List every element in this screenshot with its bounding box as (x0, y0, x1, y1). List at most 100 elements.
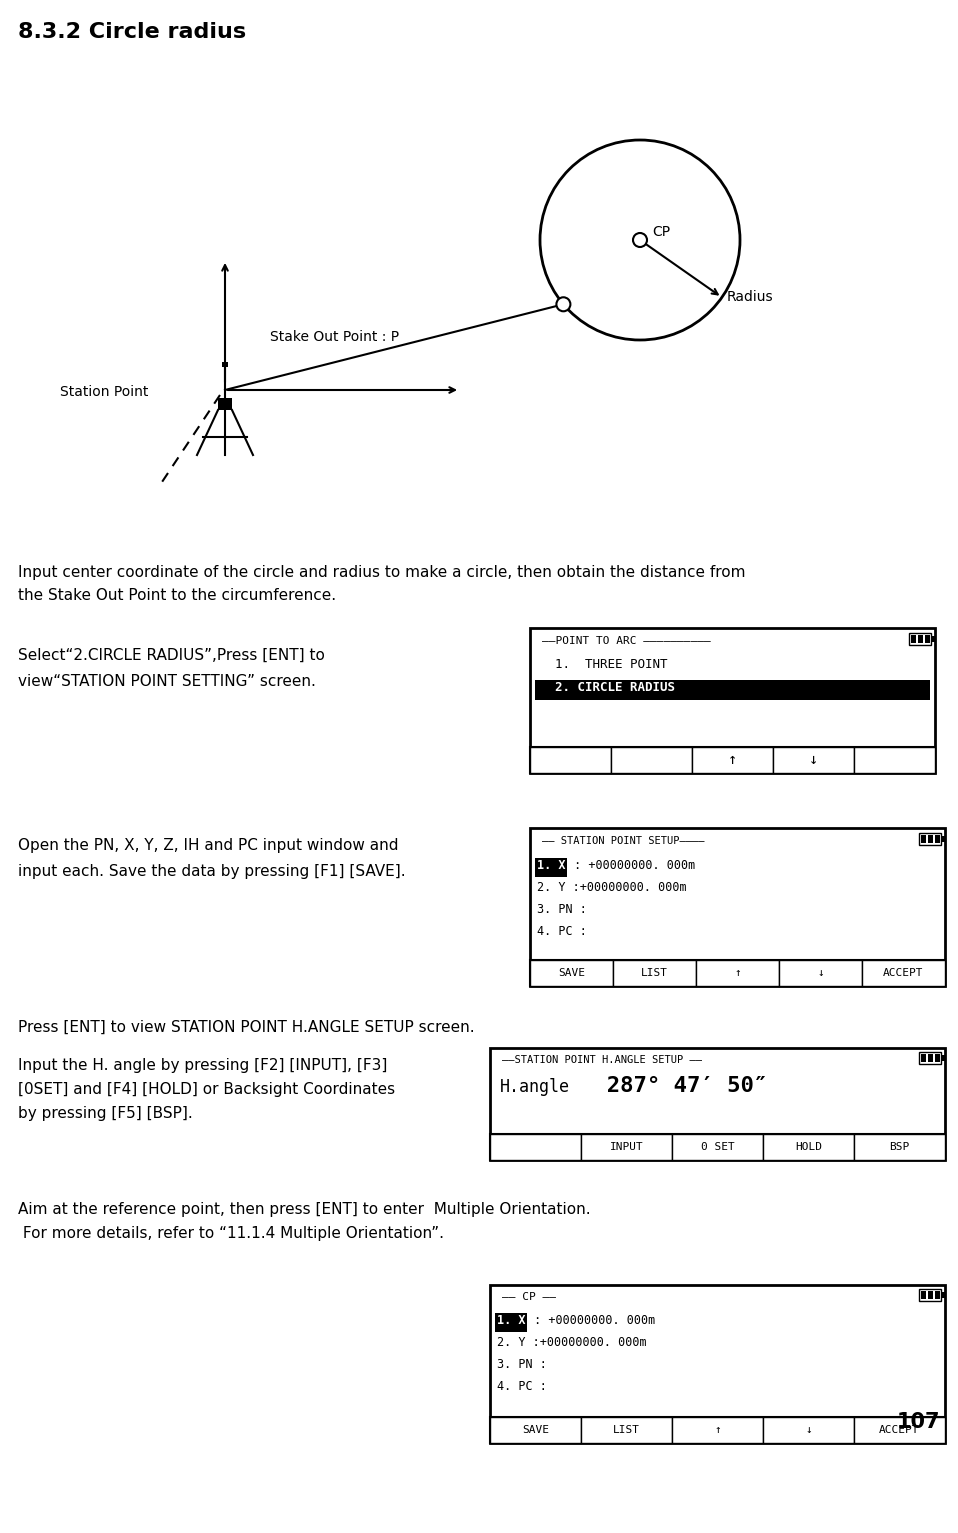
Text: HOLD: HOLD (795, 1142, 822, 1151)
Text: Select“2.CIRCLE RADIUS”,Press [ENT] to: Select“2.CIRCLE RADIUS”,Press [ENT] to (18, 648, 325, 662)
Bar (941, 835, 945, 842)
Text: 1.  THREE POINT: 1. THREE POINT (540, 658, 668, 671)
Bar (854, 747, 935, 773)
Text: by pressing [F5] [BSP].: by pressing [F5] [BSP]. (18, 1105, 193, 1121)
Text: ↓: ↓ (809, 753, 818, 768)
Bar (672, 1134, 763, 1160)
Bar (921, 1055, 926, 1062)
Text: Aim at the reference point, then press [ENT] to enter  Multiple Orientation.: Aim at the reference point, then press [… (18, 1202, 591, 1217)
Text: LIST: LIST (641, 967, 668, 978)
Text: ↓: ↓ (805, 1426, 811, 1435)
Text: 4. PC :: 4. PC : (497, 1380, 547, 1393)
Bar (490, 1285, 945, 1443)
Text: [0SET] and [F4] [HOLD] or Backsight Coordinates: [0SET] and [F4] [HOLD] or Backsight Coor… (18, 1082, 395, 1098)
Bar (490, 1416, 945, 1443)
Text: 107: 107 (897, 1412, 940, 1432)
Bar (911, 635, 916, 642)
Text: ——POINT TO ARC ——————————: ——POINT TO ARC —————————— (542, 636, 711, 645)
Text: 2. Y :+00000000. 000m: 2. Y :+00000000. 000m (537, 881, 687, 894)
Text: LIST: LIST (613, 1426, 640, 1435)
Text: ↑: ↑ (728, 753, 737, 768)
Text: Press [ENT] to view STATION POINT H.ANGLE SETUP screen.: Press [ENT] to view STATION POINT H.ANGL… (18, 1019, 474, 1035)
Text: input each. Save the data by pressing [F1] [SAVE].: input each. Save the data by pressing [F… (18, 865, 405, 878)
Bar (530, 828, 945, 986)
Text: 0 SET: 0 SET (700, 1142, 735, 1151)
Bar (928, 1291, 933, 1298)
Text: —— CP ——: —— CP —— (502, 1292, 556, 1302)
Bar (490, 1416, 581, 1443)
Bar (935, 835, 940, 843)
Bar (611, 747, 692, 773)
Bar (918, 635, 923, 642)
Bar (763, 1416, 854, 1443)
Bar (921, 1291, 926, 1298)
Text: 4. PC :: 4. PC : (537, 924, 587, 938)
Bar (530, 747, 935, 773)
Bar (581, 1134, 672, 1160)
Bar (773, 747, 854, 773)
Text: 2. Y :+00000000. 000m: 2. Y :+00000000. 000m (497, 1335, 647, 1349)
Text: Input center coordinate of the circle and radius to make a circle, then obtain t: Input center coordinate of the circle an… (18, 566, 745, 604)
Text: Open the PN, X, Y, Z, IH and PC input window and: Open the PN, X, Y, Z, IH and PC input wi… (18, 839, 399, 852)
Text: view“STATION POINT SETTING” screen.: view“STATION POINT SETTING” screen. (18, 675, 316, 688)
Text: INPUT: INPUT (609, 1142, 644, 1151)
Text: H.angle: H.angle (500, 1078, 570, 1096)
Bar (692, 747, 773, 773)
Text: Radius: Radius (727, 290, 773, 305)
Bar (854, 1416, 945, 1443)
Text: CP: CP (652, 225, 671, 239)
Bar (613, 960, 696, 986)
Bar (763, 1134, 854, 1160)
Bar (495, 1312, 527, 1332)
Text: SAVE: SAVE (522, 1426, 549, 1435)
Bar (222, 362, 228, 366)
Bar (928, 1055, 933, 1062)
Text: BSP: BSP (889, 1142, 910, 1151)
Circle shape (633, 233, 647, 247)
Bar (935, 1055, 940, 1062)
Bar (919, 1289, 941, 1302)
Bar (530, 960, 945, 986)
Bar (935, 1291, 940, 1298)
Bar (672, 1416, 763, 1443)
Bar (696, 960, 779, 986)
Text: 2. CIRCLE RADIUS: 2. CIRCLE RADIUS (540, 681, 675, 694)
Text: ↑: ↑ (734, 967, 741, 978)
Bar (218, 399, 232, 409)
Bar (909, 633, 931, 645)
Text: ——STATION POINT H.ANGLE SETUP ——: ——STATION POINT H.ANGLE SETUP —— (502, 1055, 702, 1065)
Bar (941, 1055, 945, 1061)
Bar (490, 1134, 581, 1160)
Text: Stake Out Point : P: Stake Out Point : P (270, 330, 399, 343)
Bar (535, 858, 567, 877)
Text: ↑: ↑ (714, 1426, 720, 1435)
Bar (490, 1134, 945, 1160)
Bar (941, 1292, 945, 1298)
Text: 3. PN :: 3. PN : (497, 1358, 547, 1371)
Bar (581, 1416, 672, 1443)
Text: Input the H. angle by pressing [F2] [INPUT], [F3]: Input the H. angle by pressing [F2] [INP… (18, 1058, 387, 1073)
Text: For more details, refer to “11.1.4 Multiple Orientation”.: For more details, refer to “11.1.4 Multi… (18, 1226, 444, 1242)
Text: SAVE: SAVE (558, 967, 585, 978)
Bar (931, 636, 935, 642)
Text: 8.3.2 Circle radius: 8.3.2 Circle radius (18, 21, 246, 41)
Bar (928, 835, 933, 843)
Bar (530, 629, 935, 773)
Text: Station Point: Station Point (60, 385, 148, 399)
Bar (919, 832, 941, 845)
Bar (925, 635, 930, 642)
Text: 1. X: 1. X (497, 1314, 526, 1328)
Text: 1. X: 1. X (537, 858, 565, 872)
Bar (779, 960, 862, 986)
Text: ACCEPT: ACCEPT (879, 1426, 920, 1435)
Text: : +00000000. 000m: : +00000000. 000m (527, 1314, 655, 1328)
Text: 3. PN :: 3. PN : (537, 903, 587, 917)
Bar (490, 1049, 945, 1160)
Text: ACCEPT: ACCEPT (883, 967, 924, 978)
Bar (530, 960, 613, 986)
Text: : +00000000. 000m: : +00000000. 000m (567, 858, 696, 872)
Bar (535, 681, 930, 701)
Bar (921, 835, 926, 843)
Text: 287° 47′ 50″: 287° 47′ 50″ (580, 1076, 767, 1096)
Bar (854, 1134, 945, 1160)
